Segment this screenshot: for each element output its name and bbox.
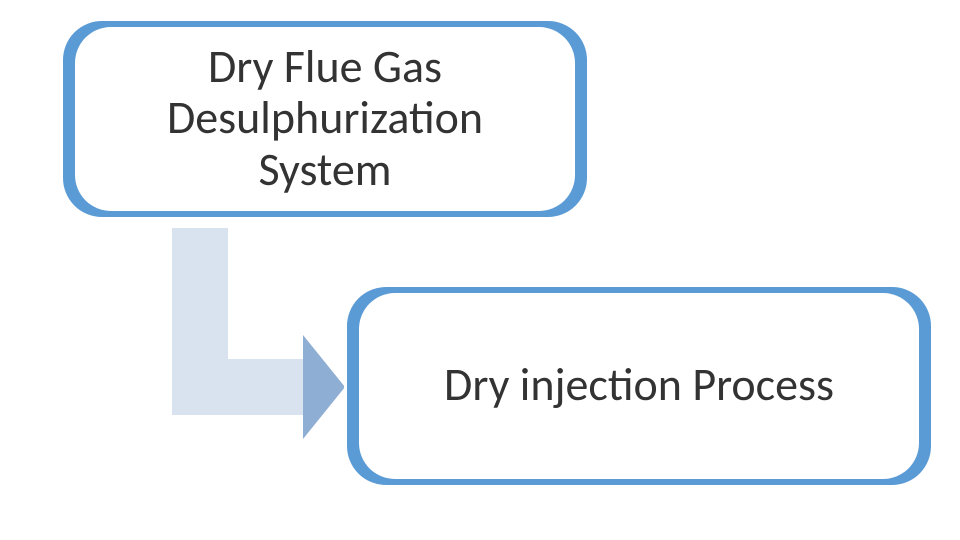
child-node-label: Dry injection Process [444, 360, 834, 412]
diagram-stage: Dry Flue Gas Desulphurization System Dry… [0, 0, 960, 540]
parent-node-label: Dry Flue Gas Desulphurization System [167, 42, 483, 197]
child-node-inner: Dry injection Process [359, 293, 919, 479]
connector-arrowhead [303, 335, 345, 439]
connector-stem [172, 228, 303, 415]
parent-node: Dry Flue Gas Desulphurization System [60, 18, 590, 220]
child-node: Dry injection Process [344, 284, 934, 488]
parent-node-inner: Dry Flue Gas Desulphurization System [75, 27, 575, 211]
elbow-connector [172, 228, 345, 453]
